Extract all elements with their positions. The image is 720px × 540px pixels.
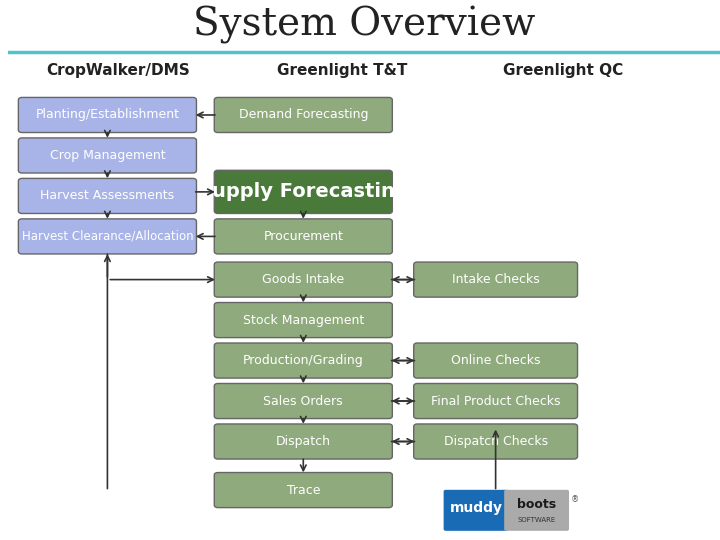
Text: Sales Orders: Sales Orders — [264, 395, 343, 408]
Text: ®: ® — [570, 495, 579, 504]
Text: muddy: muddy — [449, 502, 503, 515]
Text: Greenlight QC: Greenlight QC — [503, 63, 624, 78]
FancyBboxPatch shape — [215, 97, 392, 132]
FancyBboxPatch shape — [215, 383, 392, 418]
Text: Production/Grading: Production/Grading — [243, 354, 364, 367]
FancyBboxPatch shape — [444, 490, 508, 531]
Text: Dispatch Checks: Dispatch Checks — [444, 435, 548, 448]
Text: Online Checks: Online Checks — [451, 354, 541, 367]
FancyBboxPatch shape — [414, 424, 577, 459]
FancyBboxPatch shape — [215, 170, 392, 213]
Text: Trace: Trace — [287, 484, 320, 497]
FancyBboxPatch shape — [19, 138, 197, 173]
Text: CropWalker/DMS: CropWalker/DMS — [46, 63, 190, 78]
FancyBboxPatch shape — [215, 472, 392, 508]
Text: Harvest Clearance/Allocation: Harvest Clearance/Allocation — [22, 230, 193, 243]
Text: Planting/Establishment: Planting/Establishment — [35, 109, 179, 122]
FancyBboxPatch shape — [414, 343, 577, 378]
FancyBboxPatch shape — [19, 97, 197, 132]
Text: Demand Forecasting: Demand Forecasting — [238, 109, 368, 122]
Text: SOFTWARE: SOFTWARE — [518, 517, 556, 523]
FancyBboxPatch shape — [19, 178, 197, 213]
Text: Final Product Checks: Final Product Checks — [431, 395, 560, 408]
Text: Crop Management: Crop Management — [50, 149, 165, 162]
FancyBboxPatch shape — [215, 262, 392, 297]
FancyBboxPatch shape — [215, 302, 392, 338]
Text: Harvest Assessments: Harvest Assessments — [40, 190, 174, 202]
Text: Goods Intake: Goods Intake — [262, 273, 344, 286]
FancyBboxPatch shape — [414, 383, 577, 418]
FancyBboxPatch shape — [215, 343, 392, 378]
Text: Greenlight T&T: Greenlight T&T — [277, 63, 408, 78]
Text: Supply Forecasting: Supply Forecasting — [198, 183, 409, 201]
Text: Intake Checks: Intake Checks — [451, 273, 539, 286]
FancyBboxPatch shape — [215, 219, 392, 254]
Text: boots: boots — [517, 498, 556, 511]
FancyBboxPatch shape — [414, 262, 577, 297]
Text: Procurement: Procurement — [264, 230, 343, 243]
FancyBboxPatch shape — [19, 219, 197, 254]
FancyBboxPatch shape — [504, 490, 569, 531]
Text: System Overview: System Overview — [193, 5, 535, 44]
FancyBboxPatch shape — [215, 424, 392, 459]
Text: Dispatch: Dispatch — [276, 435, 330, 448]
Text: Stock Management: Stock Management — [243, 314, 364, 327]
